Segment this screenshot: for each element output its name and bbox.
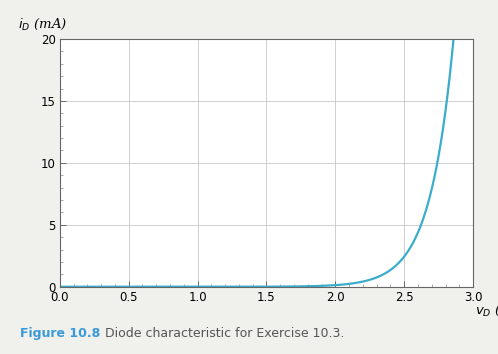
Text: Figure 10.8: Figure 10.8 xyxy=(20,327,100,340)
Text: $v_D$ (V): $v_D$ (V) xyxy=(475,303,498,318)
Text: $i_D$ (mA): $i_D$ (mA) xyxy=(18,16,68,32)
Text: Diode characteristic for Exercise 10.3.: Diode characteristic for Exercise 10.3. xyxy=(97,327,345,340)
